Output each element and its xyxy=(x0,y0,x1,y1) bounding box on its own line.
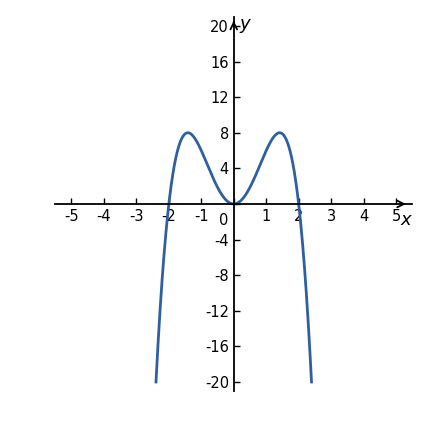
Text: 0: 0 xyxy=(219,212,229,227)
Text: y: y xyxy=(240,14,250,33)
Text: x: x xyxy=(401,211,411,229)
